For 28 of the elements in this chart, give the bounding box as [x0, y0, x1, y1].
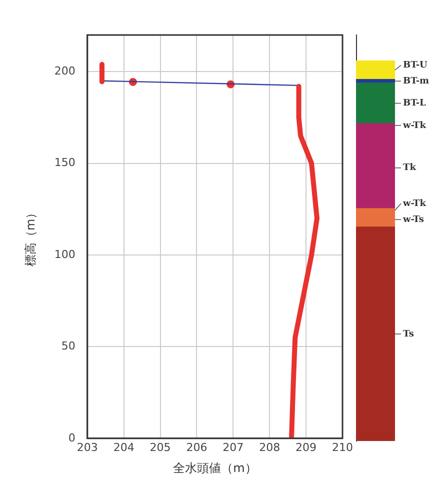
series-label: Ts	[403, 329, 414, 340]
y-tick-label: 0	[68, 431, 76, 444]
y-tick-label: 150	[54, 156, 76, 170]
x-axis-title: 全水頭値（m）	[173, 460, 257, 475]
y-tick-label: 50	[61, 340, 76, 353]
bar	[356, 60, 395, 80]
series-label: BT-L	[403, 98, 427, 109]
series-label: w-Ts	[402, 214, 424, 225]
series-label: Tk	[403, 163, 417, 174]
x-tick-label: 206	[186, 440, 208, 454]
series-label: w-Tk	[402, 120, 427, 131]
series-label: BT-U	[403, 60, 428, 70]
y-axis-title: 標高（m）	[23, 206, 38, 267]
x-tick-label: 204	[113, 440, 134, 454]
x-tick-label: 210	[332, 440, 353, 454]
x-tick-label: 207	[222, 440, 244, 454]
y-tick-label: 100	[54, 248, 76, 261]
x-tick-label: 208	[259, 440, 280, 454]
series-label: BT-m	[403, 76, 430, 86]
x-tick-label: 209	[296, 440, 317, 454]
x-tick-label: 205	[150, 440, 171, 454]
x-tick-label: 203	[76, 440, 98, 454]
bar	[356, 82, 395, 124]
bar	[356, 212, 395, 228]
y-tick-label: 200	[54, 64, 76, 78]
bar	[356, 226, 395, 441]
series-label: w-Tk	[402, 198, 427, 209]
bar	[356, 126, 395, 209]
